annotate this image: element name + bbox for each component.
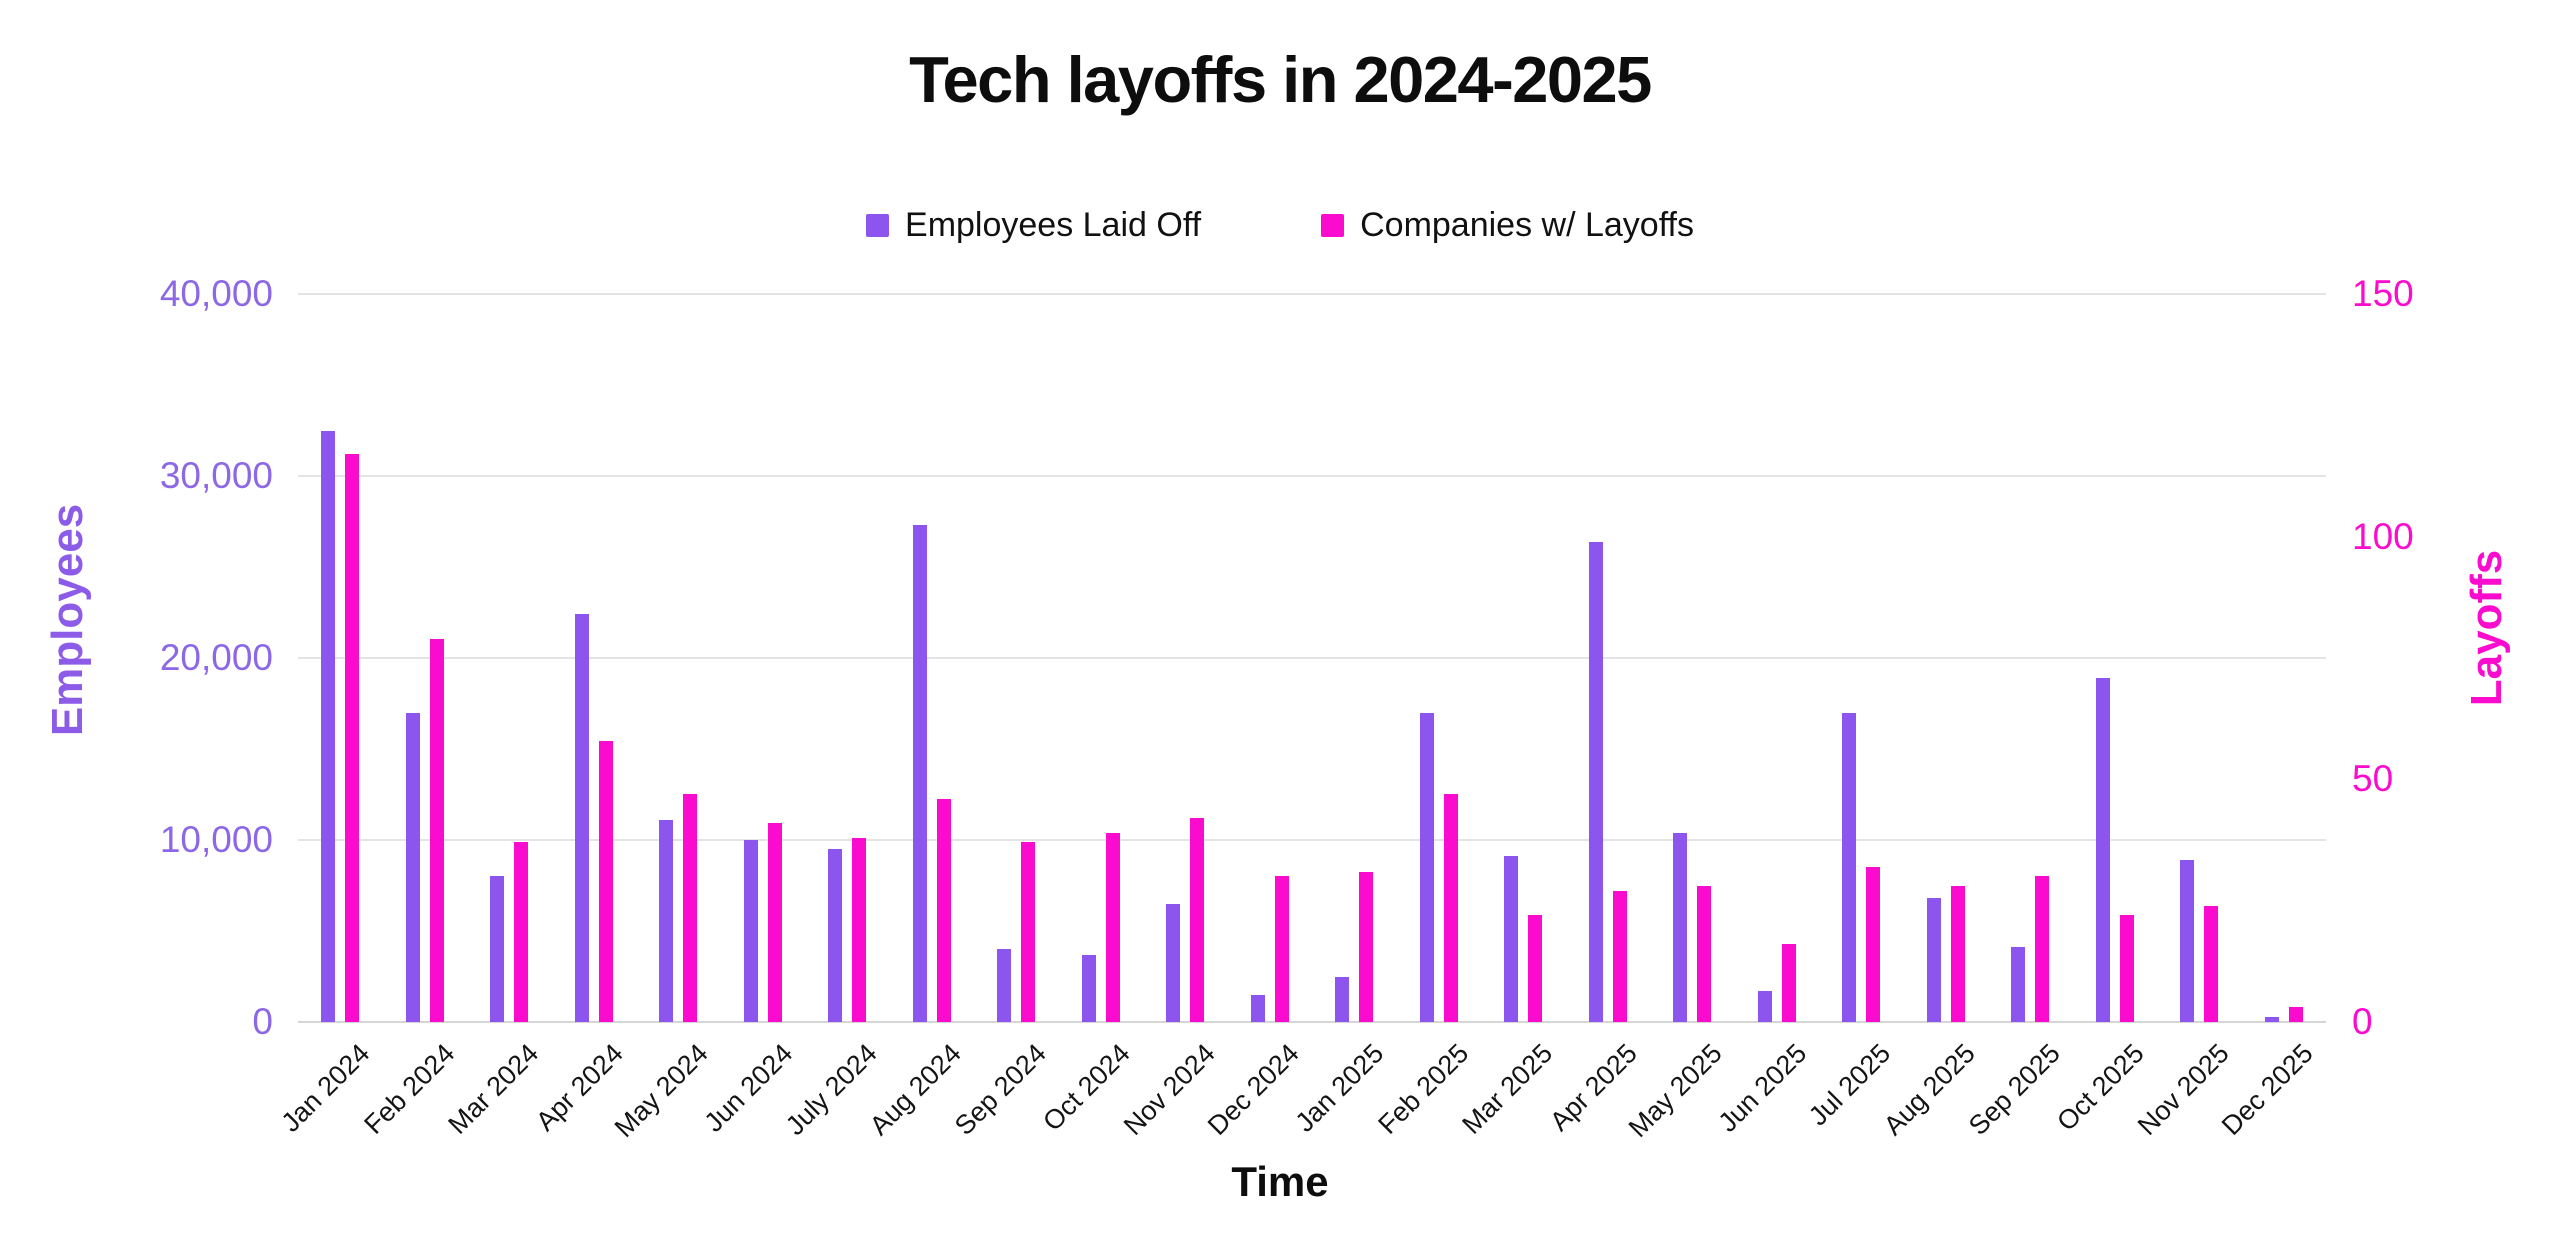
x-axis-tick-label: Jun 2025 (1712, 1038, 1812, 1138)
x-axis-tick-label: Sep 2024 (948, 1038, 1052, 1141)
companies-bar (936, 798, 951, 1022)
x-axis-title: Time (1231, 1158, 1329, 1205)
x-axis-tick-label: Mar 2024 (442, 1038, 545, 1140)
companies-bar (1021, 842, 1036, 1022)
companies-bar (1866, 866, 1881, 1022)
employees-bar (1335, 976, 1350, 1022)
right-axis-tick-label: 50 (2352, 758, 2394, 800)
left-axis-tick-label: 30,000 (159, 455, 273, 496)
companies-bar (2204, 905, 2219, 1022)
employees-bar (1588, 541, 1603, 1022)
employees-bar (574, 614, 589, 1022)
left-axis-tick-label: 0 (252, 1001, 273, 1042)
right-axis-tick-label: 0 (2352, 1001, 2373, 1042)
employees-bar (405, 712, 420, 1022)
legend-item-label: Companies w/ Layoffs (1360, 206, 1694, 244)
employees-bar (1081, 954, 1096, 1022)
companies-legend-swatch-icon (1321, 214, 1345, 237)
companies-bar (1190, 818, 1205, 1022)
left-axis-tick-label: 20,000 (159, 637, 273, 678)
x-axis-baseline (298, 1021, 2326, 1023)
left-axis-tick-label: 40,000 (159, 273, 273, 314)
x-axis-tick-label: Nov 2025 (2131, 1038, 2235, 1141)
employees-bar (1757, 991, 1772, 1022)
gridline (298, 839, 2326, 841)
employees-bar (1926, 898, 1941, 1022)
x-axis-tick-label: Nov 2024 (1117, 1038, 1221, 1141)
gridline (298, 657, 2326, 659)
companies-bar (1950, 886, 1965, 1022)
companies-bar (1697, 886, 1712, 1022)
companies-bar (2119, 915, 2134, 1022)
x-axis-tick-label: Aug 2025 (1878, 1038, 1981, 1141)
employees-bar (828, 849, 843, 1022)
employees-bar (2095, 678, 2110, 1022)
employees-bar (1250, 994, 1265, 1022)
companies-bar (1528, 915, 1543, 1022)
companies-bar (2288, 1007, 2303, 1022)
employees-bar (321, 430, 336, 1022)
companies-bar (683, 793, 698, 1022)
employees-bar (743, 840, 758, 1022)
employees-bar (2264, 1016, 2279, 1022)
x-axis-tick-label: Dec 2024 (1202, 1038, 1305, 1141)
companies-bar (429, 638, 444, 1022)
companies-bar (852, 837, 867, 1022)
right-axis-tick-label: 100 (2352, 515, 2414, 557)
companies-bar (598, 740, 613, 1022)
legend: Employees Laid Off Companies w/ Layoffs (0, 206, 2560, 245)
employees-bar (1504, 856, 1519, 1022)
x-axis-tick-label: July 2024 (779, 1038, 883, 1141)
x-axis-tick-label: Aug 2024 (864, 1038, 967, 1141)
x-axis-tick-label: Feb 2024 (358, 1038, 460, 1140)
companies-bar (1359, 871, 1374, 1022)
employees-bar (2011, 947, 2026, 1022)
employees-bar (1673, 832, 1688, 1022)
legend-item-label: Employees Laid Off (905, 206, 1202, 244)
employees-bar (1842, 712, 1857, 1022)
right-axis-tick-label: 150 (2352, 273, 2414, 314)
x-axis-tick-label: Feb 2025 (1372, 1038, 1474, 1140)
employees-legend-swatch-icon (866, 214, 890, 237)
companies-bar (1612, 890, 1627, 1022)
companies-bar (767, 823, 782, 1022)
companies-bar (1443, 793, 1458, 1022)
x-axis-tick-label: Jan 2025 (1289, 1038, 1390, 1138)
companies-bar (345, 454, 360, 1022)
x-axis-tick-label: Mar 2025 (1456, 1038, 1559, 1140)
x-axis-tick-label: Dec 2025 (2216, 1038, 2319, 1141)
companies-bar (514, 842, 529, 1022)
x-axis-tick-label: Sep 2025 (1962, 1038, 2066, 1141)
employees-bar (997, 949, 1012, 1022)
employees-bar (1166, 903, 1181, 1022)
companies-bar (1781, 944, 1796, 1022)
legend-item-employees[interactable]: Employees Laid Off (866, 206, 1201, 245)
chart-title: Tech layoffs in 2024-2025 (909, 43, 1652, 116)
employees-bar (1419, 712, 1434, 1022)
right-axis-title: Layoffs (2462, 549, 2511, 707)
x-axis-tick-label: Jan 2024 (275, 1038, 376, 1138)
left-axis-title: Employees (43, 503, 92, 737)
gridline (298, 475, 2326, 477)
employees-bar (659, 819, 674, 1022)
gridline (298, 293, 2326, 295)
companies-bar (1274, 876, 1289, 1022)
companies-bar (1105, 832, 1120, 1022)
left-axis-tick-label: 10,000 (159, 819, 273, 860)
legend-item-companies[interactable]: Companies w/ Layoffs (1321, 206, 1694, 245)
companies-bar (2035, 876, 2050, 1022)
employees-bar (490, 876, 505, 1022)
employees-bar (2180, 860, 2195, 1022)
employees-bar (912, 525, 927, 1022)
